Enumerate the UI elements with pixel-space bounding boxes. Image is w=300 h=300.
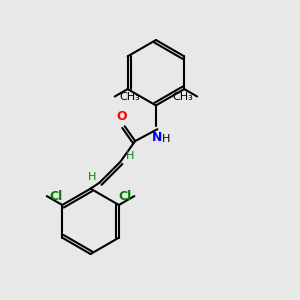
Text: Cl: Cl: [118, 190, 131, 202]
Text: CH₃: CH₃: [172, 92, 193, 101]
Text: Cl: Cl: [50, 190, 63, 202]
Text: N: N: [152, 131, 163, 144]
Text: H: H: [162, 134, 170, 144]
Text: CH₃: CH₃: [119, 92, 140, 101]
Text: H: H: [88, 172, 97, 182]
Text: H: H: [126, 151, 135, 161]
Text: O: O: [116, 110, 127, 123]
